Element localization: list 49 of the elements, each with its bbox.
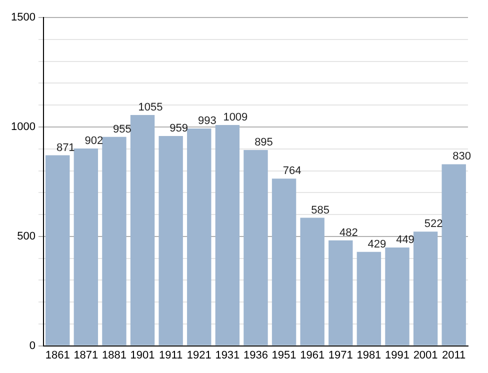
y-tick-label: 1000: [10, 121, 36, 134]
data-label: 1009: [223, 112, 248, 124]
bar: [187, 128, 212, 346]
bar: [272, 178, 296, 346]
x-tick-label: 1936: [243, 349, 268, 362]
bar: [130, 114, 155, 346]
y-tick-label: 0: [29, 340, 36, 352]
bar: [385, 248, 410, 346]
bar: [356, 252, 382, 346]
data-label: 522: [424, 218, 443, 230]
bar: [244, 150, 268, 346]
bar: [300, 218, 324, 346]
bar: [413, 232, 438, 346]
x-tick-label: 1951: [272, 349, 296, 362]
x-tick-label: 1901: [130, 349, 155, 362]
x-tick-label: 1971: [328, 349, 353, 362]
x-tick-label: 1861: [45, 349, 70, 362]
y-tick-label: 1500: [10, 12, 36, 24]
x-tick-label: 1981: [356, 349, 382, 362]
bar: [215, 125, 240, 346]
x-tick-label: 1921: [186, 349, 212, 362]
data-label: 585: [311, 204, 330, 216]
x-tick-label: 1931: [215, 349, 240, 362]
bar: [442, 164, 466, 346]
data-label: 449: [396, 234, 414, 246]
x-tick-label: 1911: [159, 349, 183, 362]
x-tick-label: 1961: [300, 349, 325, 362]
bar: [74, 148, 98, 346]
data-label: 429: [368, 238, 386, 250]
data-label: 993: [198, 115, 216, 128]
data-label: 955: [113, 123, 132, 136]
data-label: 764: [282, 165, 302, 178]
bar: [328, 240, 353, 346]
bar: [46, 155, 70, 346]
data-label: 830: [452, 150, 472, 163]
bar: [102, 136, 126, 346]
x-tick-label: 2011: [442, 349, 466, 362]
data-label: 902: [84, 134, 104, 147]
y-tick-label: 500: [17, 230, 36, 242]
x-tick-label: 1871: [74, 349, 98, 362]
x-tick-label: 1991: [385, 349, 410, 362]
bar: [158, 136, 183, 346]
x-tick-label: 1881: [102, 349, 126, 362]
data-label: 482: [339, 226, 358, 239]
data-label: 959: [170, 122, 188, 134]
data-label: 871: [56, 142, 75, 154]
data-label: 895: [254, 136, 273, 149]
data-label: 1055: [138, 101, 163, 114]
x-tick-label: 2001: [413, 349, 438, 362]
